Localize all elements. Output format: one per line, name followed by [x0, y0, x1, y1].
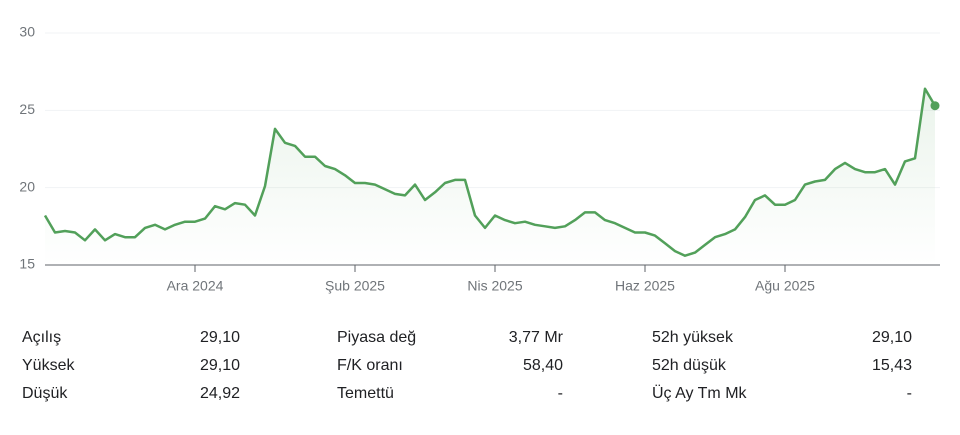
x-tick-label: Ara 2024	[167, 278, 224, 294]
stat-value: 29,10	[200, 329, 240, 346]
x-tick-label: Nis 2025	[467, 278, 522, 294]
stat-value: 24,92	[200, 385, 240, 402]
x-tick-label: Haz 2025	[615, 278, 675, 294]
stat-value: 29,10	[872, 329, 912, 346]
price-line	[43, 87, 937, 257]
y-tick-label: 25	[19, 101, 35, 117]
y-tick-label: 30	[19, 24, 35, 40]
stat-label: Düşük	[22, 385, 68, 402]
stat-label: Açılış	[22, 329, 61, 346]
stat-label: F/K oranı	[337, 357, 403, 374]
stat-value: 58,40	[523, 357, 563, 374]
stat-value: -	[907, 385, 912, 402]
x-tick-label: Şub 2025	[325, 278, 385, 294]
stat-label: Temettü	[337, 385, 394, 402]
stat-label: 52h yüksek	[652, 329, 734, 346]
stat-value: -	[558, 385, 563, 402]
y-tick-label: 15	[19, 256, 35, 272]
stat-label: Yüksek	[22, 357, 75, 374]
stat-label: 52h düşük	[652, 357, 727, 374]
stat-label: Üç Ay Tm Mk	[652, 384, 748, 402]
stat-value: 29,10	[200, 357, 240, 374]
stat-value: 3,77 Mr	[509, 329, 564, 346]
stat-label: Piyasa değ	[337, 329, 416, 346]
stat-value: 15,43	[872, 357, 912, 374]
area	[45, 88, 935, 265]
y-tick-label: 20	[19, 178, 35, 194]
x-tick-label: Ağu 2025	[755, 278, 815, 294]
last-point	[930, 101, 940, 111]
